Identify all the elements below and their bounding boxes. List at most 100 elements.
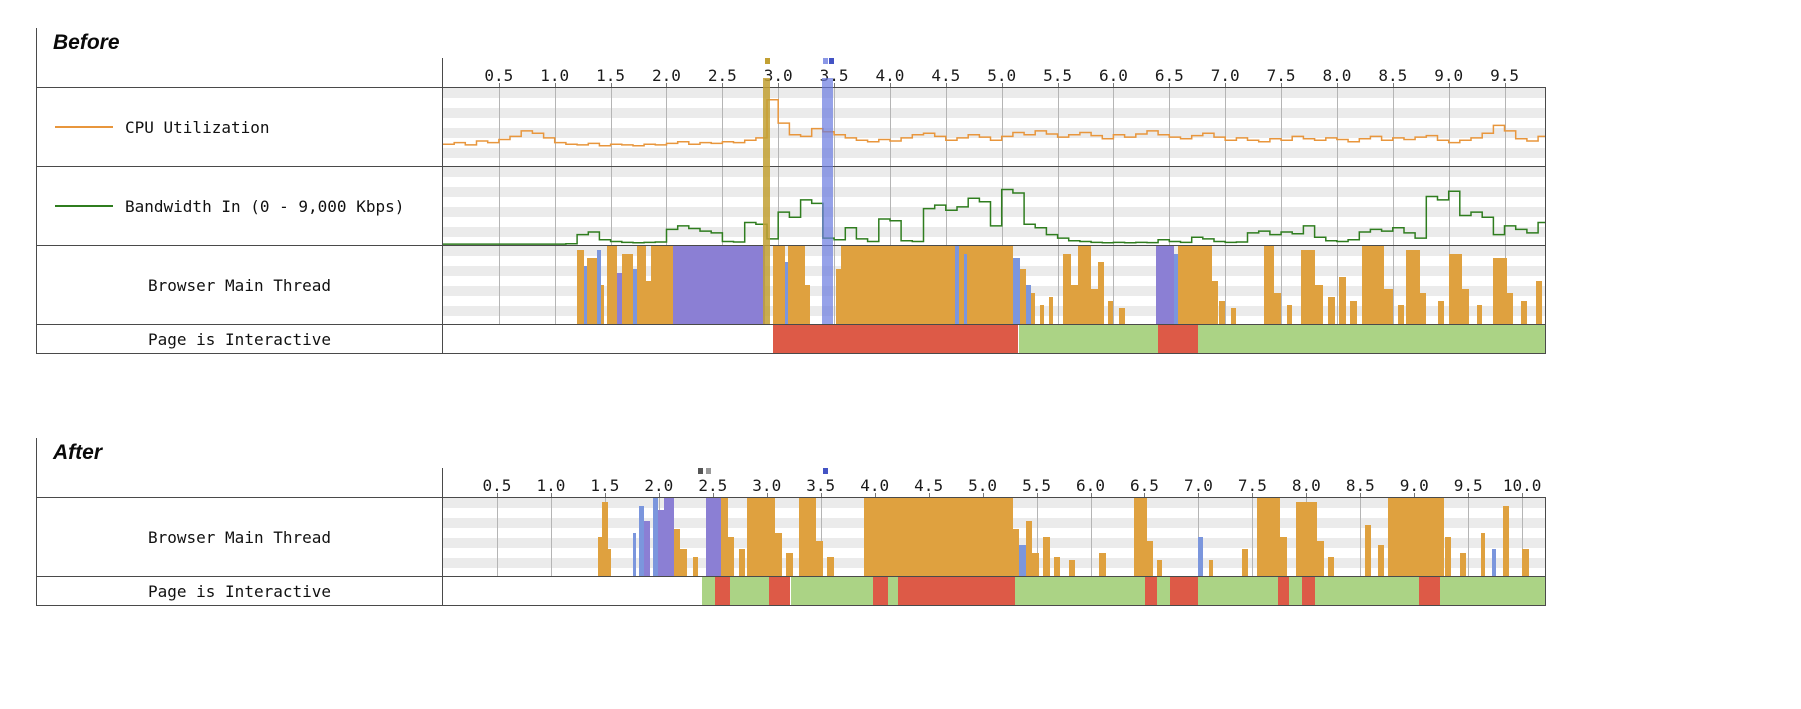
axis-event-marker: [823, 468, 829, 474]
gridline: [496, 498, 498, 576]
not-interactive-segment: [1302, 577, 1315, 605]
axis-tick-label: 6.0: [1098, 66, 1128, 85]
interactive-segment: [1018, 325, 1159, 353]
axis-tick-mark: [666, 83, 668, 88]
gridline: [498, 246, 500, 324]
main-thread-activity-bar: [1063, 253, 1071, 324]
gridline: [1090, 498, 1092, 576]
main-thread-activity-bar: [1459, 552, 1467, 576]
before-label-column: CPU Utilization Bandwidth In (0 - 9,000 …: [37, 58, 442, 354]
gridline: [1392, 246, 1394, 324]
gridline: [1001, 88, 1003, 166]
main-thread-activity-bar: [643, 521, 651, 576]
main-thread-activity-bar: [1492, 548, 1497, 576]
main-thread-activity-bar: [1535, 281, 1543, 324]
page-is-interactive-label: Page is Interactive: [147, 581, 332, 601]
axis-tick-mark: [604, 493, 606, 498]
row-label-cpu-utilization: CPU Utilization: [37, 87, 442, 167]
main-thread-activity-bar: [1406, 249, 1420, 324]
axis-event-marker: [706, 468, 712, 474]
main-thread-activity-bar: [601, 501, 609, 576]
main-thread-activity-bar: [617, 273, 622, 324]
bandwidth-legend-line-icon: [55, 205, 113, 207]
gridline: [834, 246, 836, 324]
not-interactive-segment: [898, 577, 1015, 605]
event-band: [821, 78, 834, 324]
main-thread-activity-bar: [1364, 525, 1372, 576]
axis-tick-mark: [982, 493, 984, 498]
axis-tick-label: 4.0: [860, 476, 890, 495]
main-thread-activity-bar: [1133, 498, 1147, 576]
gridline: [1336, 246, 1338, 324]
axis-event-marker: [823, 58, 829, 64]
gridline: [1468, 498, 1470, 576]
page-is-interactive-label: Page is Interactive: [147, 329, 332, 349]
axis-tick-label: 9.5: [1490, 66, 1519, 85]
main-thread-activity-bar: [1091, 288, 1098, 324]
gridline: [1448, 88, 1450, 166]
gridline: [554, 167, 556, 245]
axis-tick-mark: [1336, 83, 1338, 88]
main-thread-activity-bar: [600, 285, 604, 324]
axis-tick-mark: [928, 493, 930, 498]
main-thread-activity-bar: [1274, 292, 1282, 324]
gridline: [945, 88, 947, 166]
axis-tick-label: 4.0: [875, 66, 905, 85]
main-thread-activity-bar: [653, 498, 658, 576]
gridline: [1522, 498, 1524, 576]
gridline: [1392, 167, 1394, 245]
before-table: CPU Utilization Bandwidth In (0 - 9,000 …: [37, 58, 1546, 354]
interactive-segment: [1157, 577, 1171, 605]
axis-tick-mark: [1057, 83, 1059, 88]
main-thread-activity-bar: [1286, 304, 1293, 324]
axis-tick-label: 1.0: [540, 66, 570, 85]
gridline: [834, 167, 836, 245]
main-thread-activity-bar: [1043, 537, 1050, 576]
main-thread-activity-bar: [836, 269, 841, 324]
interactive-segment: [702, 577, 715, 605]
main-thread-activity-bar: [1178, 246, 1212, 324]
axis-tick-mark: [820, 493, 822, 498]
main-thread-activity-bar: [727, 537, 735, 576]
main-thread-activity-bar: [1398, 304, 1404, 324]
axis-tick-label: 9.0: [1399, 476, 1429, 495]
gridline: [778, 88, 780, 166]
interactive-segment: [1289, 577, 1303, 605]
main-thread-activity-bar: [1544, 300, 1545, 324]
after-main-thread-chart: [442, 497, 1546, 577]
main-thread-activity-bar: [1209, 560, 1214, 576]
axis-tick-mark: [1036, 493, 1038, 498]
gridline: [820, 498, 822, 576]
main-thread-activity-bar: [583, 265, 588, 324]
main-thread-activity-bar: [706, 498, 722, 576]
axis-tick-mark: [610, 83, 612, 88]
gridline: [889, 167, 891, 245]
main-thread-activity-bar: [1030, 292, 1036, 324]
interactive-segment: [790, 577, 873, 605]
main-thread-activity-bar: [786, 552, 793, 576]
axis-tick-mark: [1144, 493, 1146, 498]
axis-event-marker: [765, 58, 771, 64]
after-label-column: Browser Main Thread Page is Interactive: [37, 468, 442, 606]
bandwidth-in-label: Bandwidth In (0 - 9,000 Kbps): [125, 196, 405, 216]
main-thread-activity-bar: [775, 533, 782, 576]
main-thread-activity-bar: [680, 548, 687, 576]
not-interactive-segment: [772, 325, 1019, 353]
axis-tick-mark: [889, 83, 891, 88]
axis-tick-mark: [778, 83, 780, 88]
main-thread-activity-bar: [1383, 288, 1393, 324]
axis-tick-mark: [766, 493, 768, 498]
before-time-axis: 0.5 1.0 1.5 2.0 2.5 3.0 3.5 4.0 4.5 5.0 5.5 6.0 6.5 7…: [442, 58, 1546, 88]
main-thread-activity-bar: [1522, 548, 1529, 576]
axis-tick-mark: [1001, 83, 1003, 88]
bandwidth-in-line: [443, 188, 1545, 245]
axis-tick-label: 2.5: [698, 476, 728, 495]
axis-tick-mark: [1090, 493, 1092, 498]
main-thread-activity-bar: [1502, 505, 1510, 576]
browser-main-thread-label: Browser Main Thread: [147, 275, 332, 295]
main-thread-activity-bar: [693, 556, 698, 576]
axis-tick-label: 4.5: [914, 476, 944, 495]
not-interactive-segment: [768, 577, 791, 605]
axis-tick-mark: [1198, 493, 1200, 498]
axis-tick-label: 1.5: [596, 66, 626, 85]
